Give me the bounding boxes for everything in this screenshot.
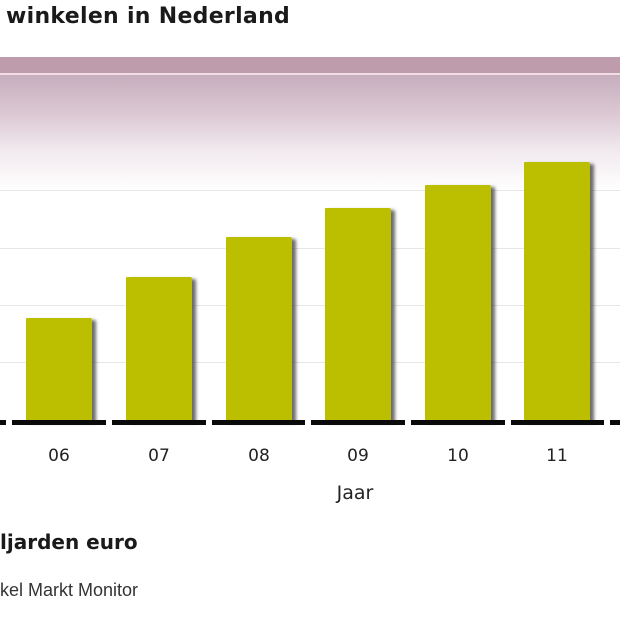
x-axis-segment xyxy=(311,420,405,425)
gridline xyxy=(0,190,620,191)
x-axis-segment xyxy=(212,420,305,425)
x-axis-segment xyxy=(411,420,505,425)
x-tick-label: 06 xyxy=(48,446,70,466)
x-tick-label: 07 xyxy=(148,446,170,466)
x-tick-label: 10 xyxy=(447,446,469,466)
x-tick-label: 09 xyxy=(347,446,369,466)
bar-09 xyxy=(325,208,391,421)
x-axis-segment xyxy=(12,420,106,425)
x-axis-label: Jaar xyxy=(336,482,374,504)
chart-title: winkelen in Nederland xyxy=(6,4,291,29)
x-tick-label: 08 xyxy=(248,446,270,466)
x-tick-label: 11 xyxy=(546,446,568,466)
bar-06 xyxy=(26,317,92,421)
source-note: kel Markt Monitor xyxy=(0,580,139,600)
x-axis-segment xyxy=(112,420,206,425)
bar-10 xyxy=(425,185,491,421)
gridline xyxy=(0,248,620,249)
gridline xyxy=(0,305,620,306)
x-axis-segment xyxy=(511,420,604,425)
unit-note: ljarden euro xyxy=(0,530,138,554)
bar-11 xyxy=(524,162,590,421)
bar-07 xyxy=(126,277,192,421)
gridline xyxy=(0,362,620,363)
header-gradient xyxy=(0,75,620,190)
header-band xyxy=(0,57,620,73)
x-axis-segment xyxy=(0,420,6,425)
x-axis-segment xyxy=(610,420,620,425)
bar-08 xyxy=(226,237,292,421)
header-band-highlight xyxy=(0,73,620,75)
